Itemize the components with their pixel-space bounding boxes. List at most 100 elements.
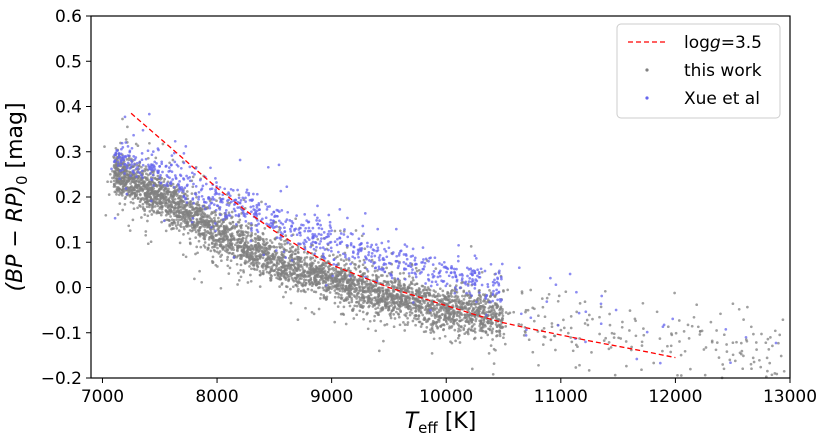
xue-point xyxy=(498,298,502,301)
this-work-point xyxy=(333,229,337,233)
xue-point xyxy=(374,243,378,246)
this-work-point xyxy=(537,363,540,367)
this-work-point xyxy=(463,294,467,298)
this-work-point xyxy=(356,279,360,283)
this-work-point xyxy=(473,336,477,340)
this-work-point xyxy=(669,344,673,348)
this-work-point xyxy=(222,227,226,230)
this-work-point xyxy=(148,141,151,145)
xue-point xyxy=(156,147,160,150)
this-work-point xyxy=(320,268,324,271)
this-work-point xyxy=(431,307,435,310)
this-work-point xyxy=(332,269,336,272)
this-work-point xyxy=(252,258,256,262)
this-work-point xyxy=(452,322,456,326)
xue-point xyxy=(460,272,464,276)
xue-point xyxy=(338,236,342,240)
xue-point xyxy=(599,302,603,306)
xue-point xyxy=(239,199,243,202)
this-work-point xyxy=(423,286,427,289)
this-work-point xyxy=(250,231,254,235)
this-work-point xyxy=(449,340,452,344)
this-work-point xyxy=(387,295,390,299)
this-work-point xyxy=(598,332,601,336)
this-work-point xyxy=(457,314,461,318)
xue-point xyxy=(351,250,355,253)
this-work-point xyxy=(348,295,352,299)
this-work-point xyxy=(549,338,553,342)
this-work-point xyxy=(198,269,201,273)
xue-point xyxy=(440,263,444,267)
this-work-point xyxy=(392,313,396,316)
this-work-point xyxy=(471,329,475,333)
this-work-point xyxy=(187,217,190,220)
this-work-point xyxy=(587,313,591,317)
xue-point xyxy=(197,198,200,201)
this-work-point xyxy=(149,240,153,244)
xue-point xyxy=(315,219,318,222)
xue-point xyxy=(299,233,302,237)
xue-point xyxy=(599,322,603,326)
this-work-point xyxy=(300,277,303,280)
this-work-point xyxy=(233,243,237,247)
this-work-point xyxy=(453,295,456,299)
this-work-point xyxy=(591,317,594,321)
this-work-point xyxy=(281,258,284,262)
this-work-point xyxy=(722,367,726,371)
this-work-point xyxy=(759,365,763,369)
this-work-point xyxy=(346,288,350,292)
xue-point xyxy=(204,207,207,211)
this-work-point xyxy=(333,271,337,275)
this-work-point xyxy=(128,195,132,198)
this-work-point xyxy=(248,248,252,252)
this-work-point xyxy=(586,323,590,327)
this-work-point xyxy=(305,265,309,268)
xue-point xyxy=(214,177,217,180)
this-work-point xyxy=(436,294,440,298)
this-work-point xyxy=(256,257,260,261)
this-work-point xyxy=(261,242,265,246)
this-work-point xyxy=(550,322,554,325)
this-work-point xyxy=(260,200,263,204)
this-work-point xyxy=(152,210,156,214)
this-work-point xyxy=(603,289,607,293)
this-work-point xyxy=(262,247,266,250)
this-work-point xyxy=(145,178,149,182)
this-work-point xyxy=(279,268,283,272)
this-work-point xyxy=(692,315,696,319)
this-work-point xyxy=(244,261,247,265)
this-work-point xyxy=(133,192,137,196)
this-work-point xyxy=(191,228,195,232)
this-work-point xyxy=(381,307,385,311)
this-work-point xyxy=(115,193,118,196)
xue-point xyxy=(349,262,352,266)
xue-point xyxy=(374,266,378,270)
this-work-point xyxy=(240,257,243,261)
this-work-point xyxy=(139,198,143,202)
this-work-point xyxy=(389,293,393,296)
xue-point xyxy=(144,157,148,161)
this-work-point xyxy=(338,229,342,233)
this-work-point xyxy=(268,276,272,280)
this-work-point xyxy=(258,255,262,259)
xue-point xyxy=(362,232,365,236)
this-work-point xyxy=(333,320,337,324)
this-work-point xyxy=(315,270,318,273)
this-work-point xyxy=(390,304,394,307)
this-work-point xyxy=(479,336,483,340)
xue-point xyxy=(256,219,259,222)
this-work-point xyxy=(250,267,253,271)
this-work-point xyxy=(134,180,138,183)
this-work-point xyxy=(193,277,196,281)
xue-point xyxy=(173,160,177,164)
this-work-point xyxy=(375,276,378,280)
this-work-point xyxy=(268,247,272,251)
xue-point xyxy=(466,274,469,278)
this-work-point xyxy=(604,336,608,340)
this-work-point xyxy=(491,306,495,310)
this-work-point xyxy=(652,361,656,365)
xue-point xyxy=(327,248,330,252)
this-work-point xyxy=(704,346,708,349)
this-work-point xyxy=(446,311,450,315)
xue-point xyxy=(177,190,181,193)
